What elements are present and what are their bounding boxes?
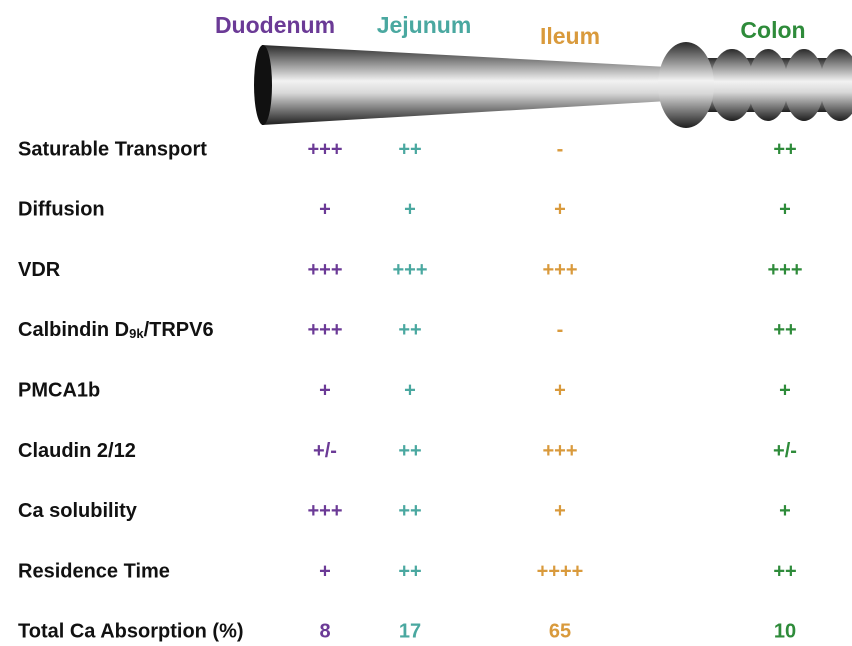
intestine-tube <box>254 42 852 128</box>
cell-value: ++ <box>773 138 796 160</box>
cell-value: ++ <box>398 560 421 582</box>
row-label: Total Ca Absorption (%) <box>18 621 244 643</box>
label-part: Calbindin D <box>18 319 129 341</box>
row-label: Saturable Transport <box>18 138 207 160</box>
diagram: Duodenum Jejunum Ileum Colon Saturable Trans… <box>0 0 852 646</box>
cell-value: + <box>779 379 791 401</box>
cell-value: + <box>319 560 331 582</box>
cell-value: +++ <box>392 259 427 281</box>
cell-value: + <box>554 379 566 401</box>
row-label: Diffusion <box>18 199 105 221</box>
cell-value: + <box>319 379 331 401</box>
cell-value: ++ <box>398 319 421 341</box>
cell-value: +++ <box>307 500 342 522</box>
row-label: Ca solubility <box>18 500 138 522</box>
row-label: Claudin 2/12 <box>18 440 136 462</box>
row-label: VDR <box>18 259 61 281</box>
cell-value: +++ <box>307 259 342 281</box>
cell-value: ++ <box>773 319 796 341</box>
cell-value: + <box>779 500 791 522</box>
cell-value: + <box>779 199 791 221</box>
cell-value: + <box>404 199 416 221</box>
cell-value: +++ <box>307 319 342 341</box>
row-label: PMCA1b <box>18 379 100 401</box>
cell-value: 10 <box>774 621 796 643</box>
cell-value: + <box>319 199 331 221</box>
row-label: Residence Time <box>18 560 170 582</box>
small-intestine <box>262 45 668 125</box>
segment-title: Ileum <box>540 23 600 49</box>
cell-value: + <box>554 199 566 221</box>
cell-value: +++ <box>307 138 342 160</box>
cell-value: + <box>404 379 416 401</box>
cell-value: +++ <box>767 259 802 281</box>
cell-value: +++ <box>542 259 577 281</box>
cell-value: +++ <box>542 440 577 462</box>
segment-title: Jejunum <box>377 12 472 38</box>
cell-value: ++ <box>398 138 421 160</box>
cell-value: ++ <box>398 500 421 522</box>
cell-value: 8 <box>319 621 330 643</box>
cell-value: ++ <box>398 440 421 462</box>
cell-value: ++ <box>773 560 796 582</box>
label-part: /TRPV6 <box>144 319 214 341</box>
segment-title: Duodenum <box>215 12 335 38</box>
cell-value: +/- <box>313 440 337 462</box>
cell-value: +/- <box>773 440 797 462</box>
colon-shape <box>658 42 852 128</box>
label-part: 9k <box>129 326 144 341</box>
page: Duodenum Jejunum Ileum Colon Saturable Trans… <box>0 0 852 646</box>
cell-value: + <box>554 500 566 522</box>
cell-value: 65 <box>549 621 571 643</box>
cell-value: - <box>557 319 564 341</box>
cell-value: ++++ <box>537 560 584 582</box>
tube-opening <box>254 45 272 125</box>
cell-value: - <box>557 138 564 160</box>
cell-value: 17 <box>399 621 421 643</box>
segment-title: Colon <box>740 17 805 43</box>
row-label: Calbindin D9k/TRPV6 <box>18 319 214 341</box>
